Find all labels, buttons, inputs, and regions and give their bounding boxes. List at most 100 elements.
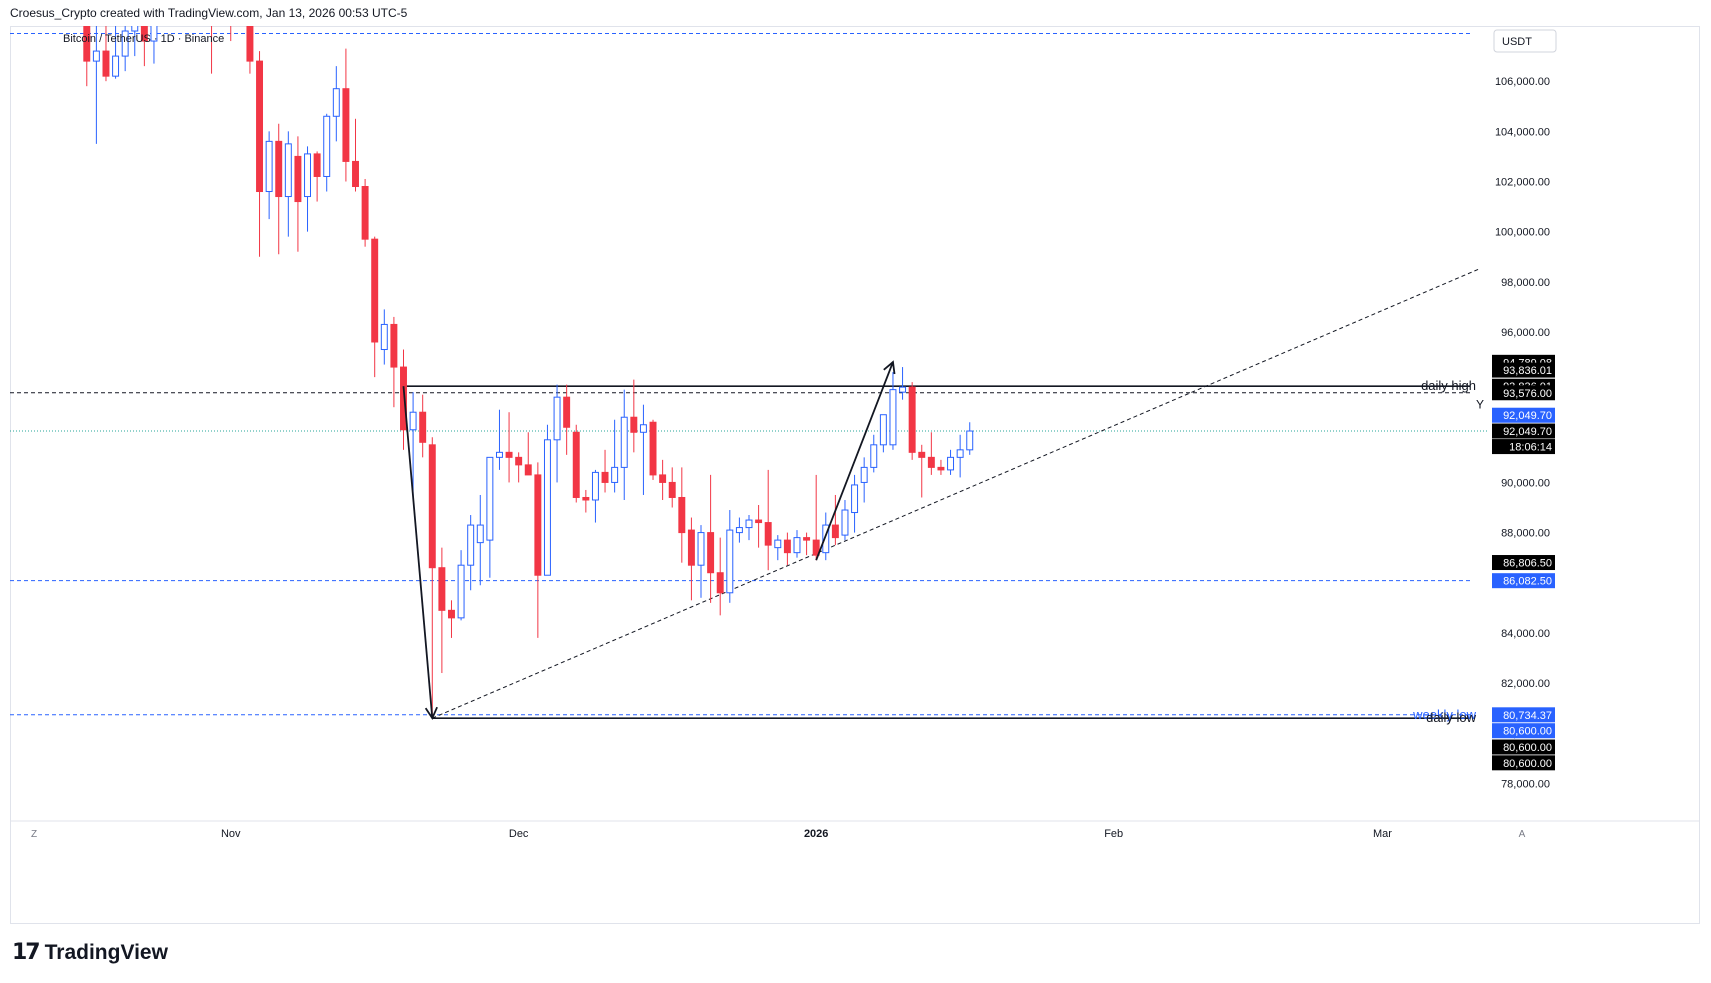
- candle-body: [659, 474, 667, 483]
- candle-body: [83, 26, 91, 62]
- candle-body: [543, 439, 551, 576]
- chart-caption: Croesus_Crypto created with TradingView.…: [10, 6, 408, 20]
- candle-body: [121, 30, 129, 57]
- zoom-corner-left: Z: [31, 829, 37, 840]
- candle-body: [515, 456, 523, 466]
- price-tag-label: 92,049.70: [1503, 426, 1552, 438]
- candle-body: [563, 396, 571, 428]
- annotation-label: weekly low: [1412, 707, 1476, 722]
- price-tag: [1492, 407, 1555, 423]
- price-tag-label: 92,049.70: [1503, 410, 1552, 422]
- candle-body: [457, 564, 465, 619]
- x-tick-label: Mar: [1373, 828, 1392, 840]
- candle-body: [639, 424, 647, 433]
- candle-body: [342, 88, 350, 162]
- candle-body: [246, 26, 254, 62]
- candle-body: [534, 474, 542, 576]
- candle-body: [803, 537, 811, 541]
- annotation-label: daily low: [1426, 710, 1476, 725]
- candle-body: [726, 529, 734, 594]
- candle-body: [908, 386, 916, 453]
- candle-body: [966, 430, 974, 451]
- candle-body: [572, 431, 580, 498]
- candle-body: [284, 143, 292, 198]
- y-tick-label: 98,000.00: [1501, 277, 1550, 289]
- candle-body: [927, 456, 935, 468]
- candle-body: [428, 444, 436, 569]
- price-tag: [1492, 739, 1555, 755]
- price-tag: [1492, 573, 1555, 589]
- price-tag: [1492, 385, 1555, 401]
- candle-body: [380, 323, 388, 351]
- candle-body: [716, 572, 724, 594]
- candle-body: [92, 50, 100, 62]
- candle-body: [678, 496, 686, 534]
- annotation-label: Y: [1476, 398, 1484, 412]
- candle-body: [956, 449, 964, 458]
- y-tick-label: 82,000.00: [1501, 678, 1550, 690]
- drawn-arrow-head: [424, 706, 438, 721]
- candle-body: [649, 421, 657, 476]
- candle-body: [860, 466, 868, 483]
- candle-body: [256, 60, 264, 193]
- candle-body: [783, 539, 791, 554]
- candle-body: [332, 88, 340, 117]
- currency-button: [1493, 29, 1557, 53]
- tradingview-logo[interactable]: 17 TradingView: [12, 940, 168, 965]
- y-tick-label: 104,000.00: [1495, 126, 1550, 138]
- candle-body: [793, 537, 801, 554]
- y-tick-label: 78,000.00: [1501, 778, 1550, 790]
- candle-body: [889, 389, 897, 446]
- candle-body: [764, 522, 772, 546]
- candle-body: [505, 451, 513, 458]
- candle-body: [947, 456, 955, 471]
- candle-body: [131, 26, 139, 32]
- y-tick-label: 100,000.00: [1495, 227, 1550, 239]
- candle-body: [304, 153, 311, 198]
- candle-body: [150, 26, 158, 42]
- candle-body: [102, 50, 110, 77]
- candle-body: [448, 609, 455, 619]
- price-tag: [1492, 423, 1555, 439]
- candle-body: [352, 160, 359, 188]
- price-tag: [1492, 362, 1555, 378]
- candle-body: [495, 451, 503, 458]
- candle-body: [755, 519, 763, 524]
- y-tick-label: 90,000.00: [1501, 477, 1550, 489]
- price-tag-label: 18:06:14: [1509, 442, 1552, 454]
- y-tick-label: 102,000.00: [1495, 176, 1550, 188]
- candle-body: [467, 524, 475, 566]
- candle-body: [841, 509, 849, 536]
- price-tag: [1492, 755, 1555, 771]
- candle-body: [668, 481, 676, 498]
- candle-body: [524, 464, 532, 476]
- x-tick-label: Feb: [1104, 828, 1123, 840]
- candle-body: [687, 529, 695, 566]
- price-tag-label: 80,600.00: [1503, 726, 1552, 738]
- candle-body: [361, 186, 369, 240]
- price-tag: [1492, 555, 1555, 571]
- tradingview-logo-icon: 17: [12, 940, 41, 965]
- x-tick-label: Dec: [509, 828, 529, 840]
- price-tag-label: 80,600.00: [1503, 742, 1552, 754]
- price-tag: [1492, 707, 1555, 723]
- price-tag: [1492, 723, 1555, 739]
- candle-body: [707, 532, 715, 574]
- candle-body: [400, 366, 407, 431]
- plot-area: [10, 26, 1488, 721]
- price-tag-label: 86,082.50: [1503, 576, 1552, 588]
- candle-body: [937, 466, 945, 471]
- annotation-label: daily high: [1421, 378, 1476, 393]
- candle-body: [553, 396, 561, 441]
- candle-body: [774, 539, 782, 549]
- candle-body: [620, 416, 628, 468]
- candle-body: [476, 524, 484, 544]
- tradingview-brand: TradingView: [44, 940, 168, 964]
- symbol-label: Bitcoin / TetherUS · 1D · Binance: [63, 33, 224, 45]
- candle-body: [371, 238, 379, 343]
- candle-body: [390, 323, 398, 368]
- drawn-arrow-shaft: [402, 386, 434, 719]
- currency-label: USDT: [1502, 36, 1532, 48]
- y-tick-label: 96,000.00: [1501, 327, 1550, 339]
